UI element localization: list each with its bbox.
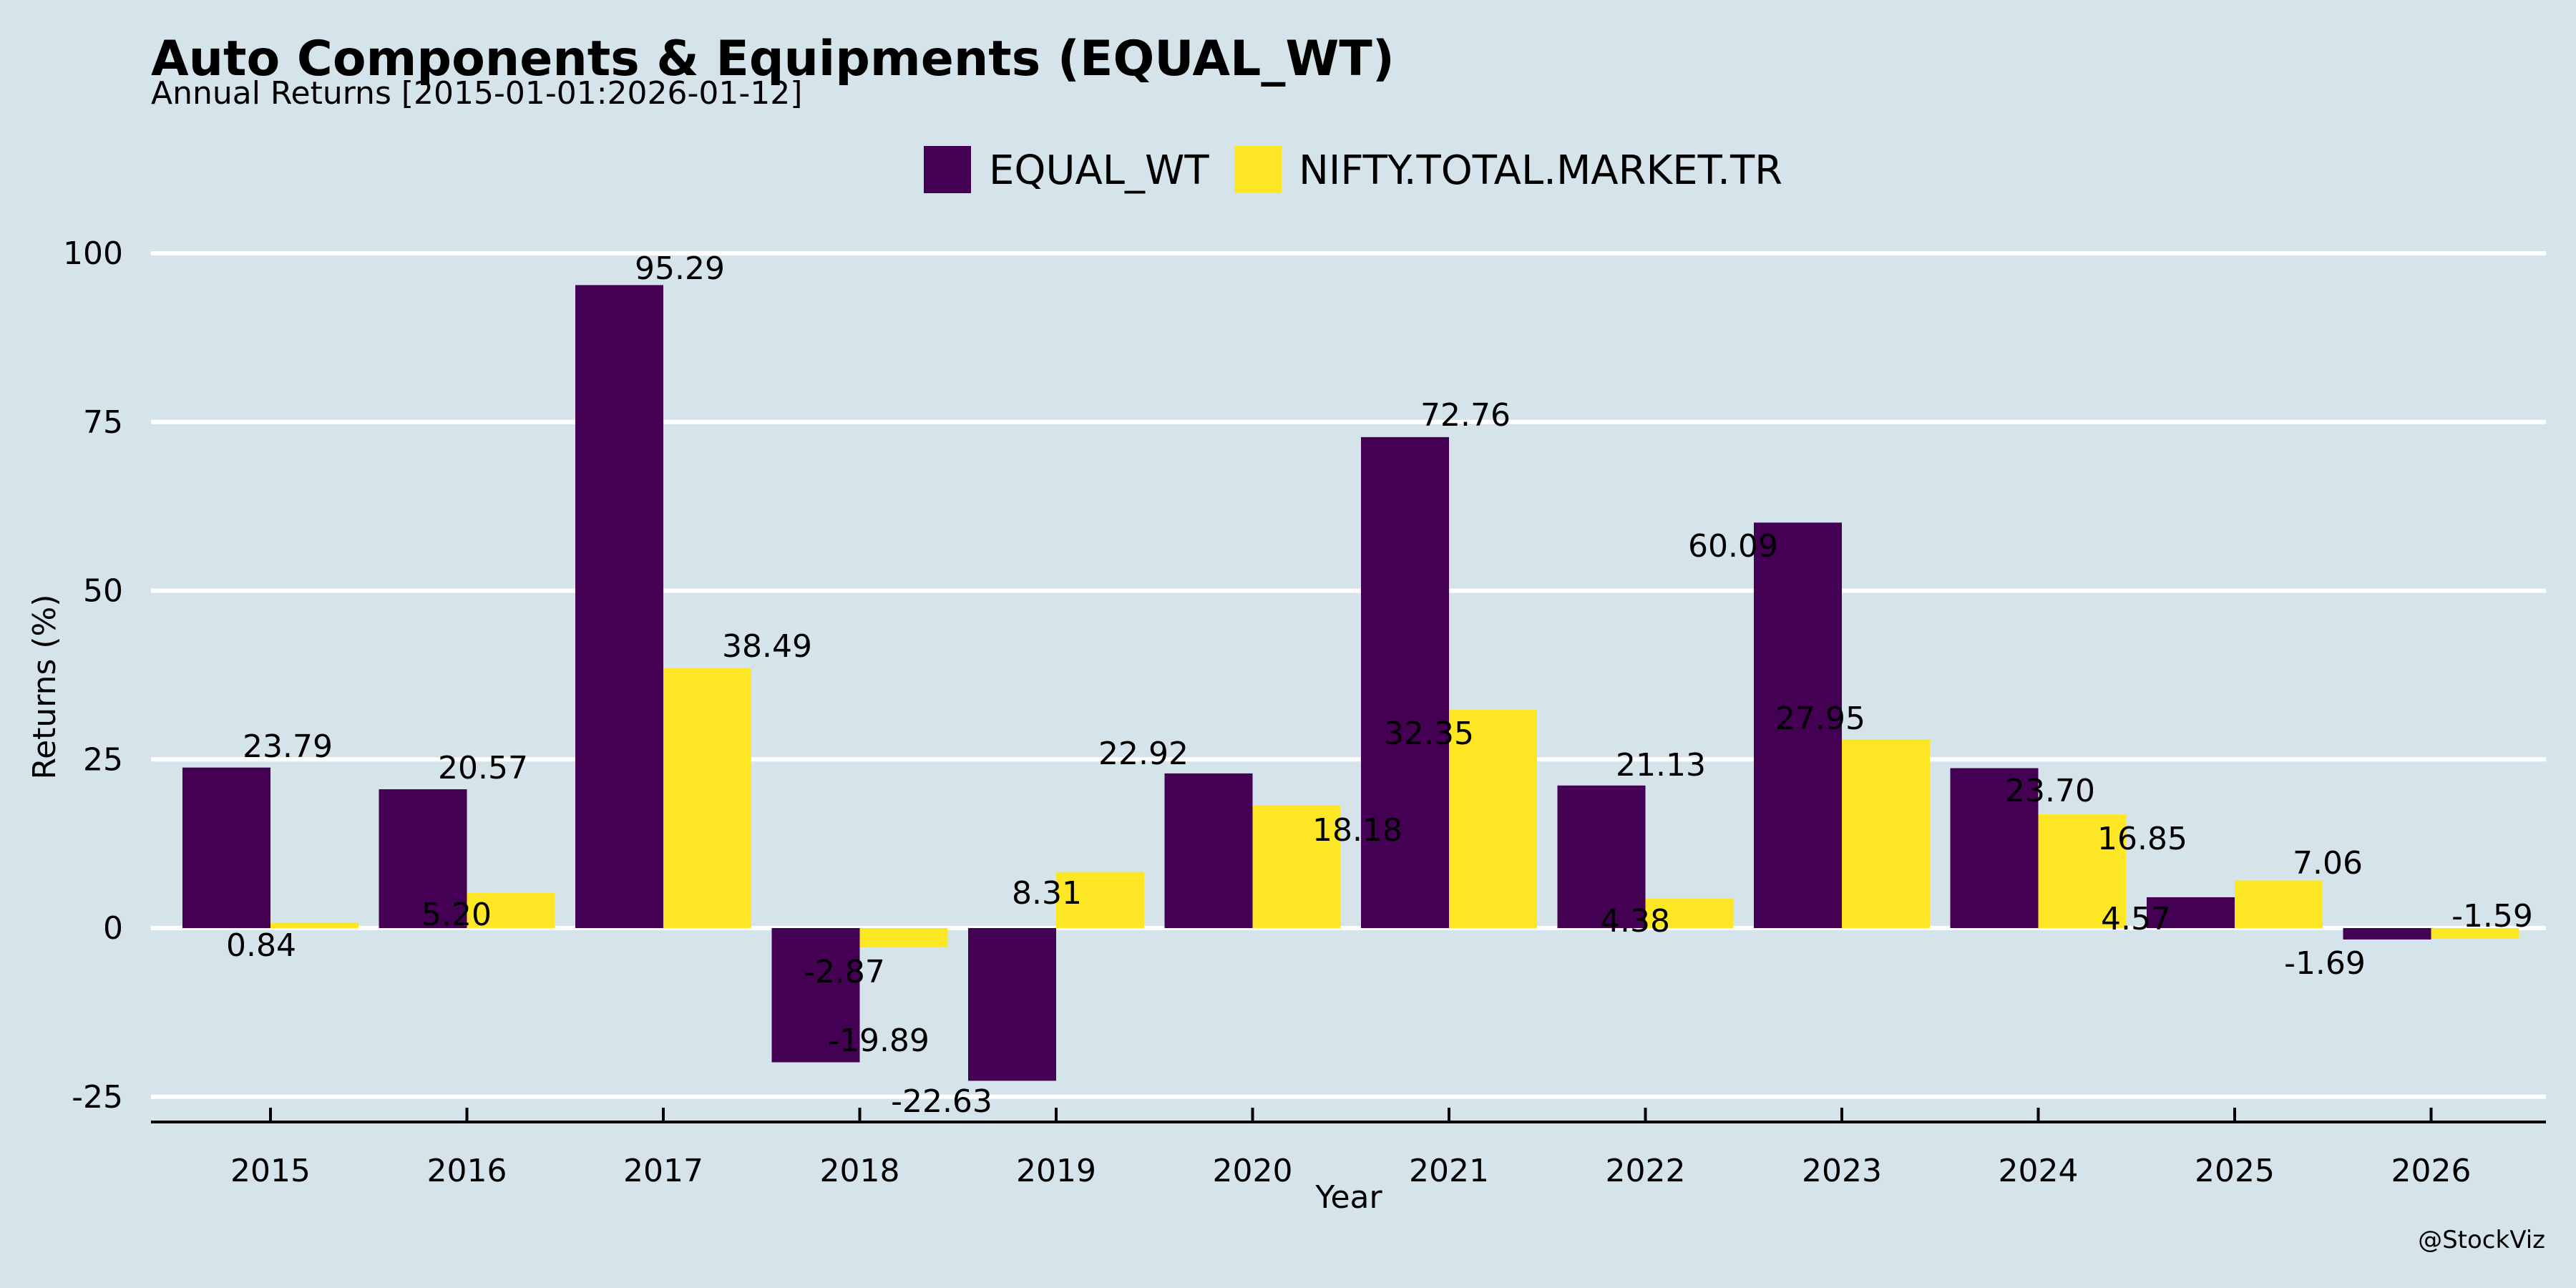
bar-nifty-2018 <box>859 928 948 948</box>
x-tick-label: 2025 <box>2195 1153 2275 1189</box>
y-tick-labels: -25 0 25 50 75 100 <box>63 235 123 1116</box>
bar-nifty-2019 <box>1056 872 1144 928</box>
data-label-nifty-2026: -1.59 <box>2451 898 2533 935</box>
data-label-equal-wt-2021: 72.76 <box>1420 397 1511 434</box>
data-labels: 23.79 20.57 95.29 -19.89 -22.63 22.92 72.76 21.… <box>226 250 2533 1120</box>
x-tick-label: 2022 <box>1606 1153 1686 1189</box>
data-label-nifty-2024: 16.85 <box>2097 821 2187 857</box>
watermark: @StockViz <box>2418 1226 2545 1254</box>
bar-nifty-2015 <box>270 922 358 928</box>
x-tick-label: 2020 <box>1213 1153 1293 1189</box>
bar-equal-wt-2017 <box>575 285 663 929</box>
data-label-nifty-2021: 32.35 <box>1384 716 1474 752</box>
x-tick-label: 2026 <box>2391 1153 2472 1189</box>
bar-nifty-2024 <box>2038 814 2127 928</box>
legend-label-equal-wt: EQUAL_WT <box>989 147 1209 194</box>
data-label-nifty-2015: 0.84 <box>226 927 296 964</box>
x-tick-label: 2021 <box>1409 1153 1489 1189</box>
bar-equal-wt-2020 <box>1164 773 1253 928</box>
legend-label-nifty-total-market-tr: NIFTY.TOTAL.MARKET.TR <box>1299 147 1782 194</box>
bar-nifty-2020 <box>1252 805 1341 928</box>
data-label-equal-wt-2016: 20.57 <box>438 750 528 786</box>
x-tick-label: 2017 <box>623 1153 703 1189</box>
x-tick-label: 2015 <box>230 1153 311 1189</box>
x-ticks: 2015 2016 2017 2018 2019 2020 2021 2022 2023 2024… <box>230 1108 2471 1189</box>
x-tick-label: 2016 <box>427 1153 507 1189</box>
data-label-nifty-2020: 18.18 <box>1312 812 1402 849</box>
gridlines <box>151 251 2546 1099</box>
y-tick-label: 75 <box>83 404 123 441</box>
bar-equal-wt-2022 <box>1557 785 1646 928</box>
x-axis-label: Year <box>1314 1179 1382 1216</box>
data-label-equal-wt-2024: 23.70 <box>2005 773 2095 809</box>
data-label-nifty-2025: 7.06 <box>2293 845 2363 882</box>
y-tick-label: 100 <box>63 235 123 272</box>
chart-title: Auto Components & Equipments (EQUAL_WT) <box>151 31 1395 87</box>
y-tick-label: 0 <box>103 910 123 947</box>
x-tick-label: 2018 <box>820 1153 900 1189</box>
legend-swatch-nifty-total-market-tr <box>1234 146 1282 193</box>
x-tick-label: 2024 <box>1999 1153 2079 1189</box>
chart-subtitle: Annual Returns [2015-01-01:2026-01-12] <box>151 75 802 112</box>
data-label-equal-wt-2025: 4.57 <box>2101 901 2171 937</box>
bar-equal-wt-2025 <box>2147 897 2235 928</box>
bar-equal-wt-2026 <box>2343 928 2431 940</box>
bar-equal-wt-2021 <box>1361 436 1449 928</box>
bar-equal-wt-2016 <box>379 789 467 928</box>
data-label-nifty-2017: 38.49 <box>722 628 812 665</box>
bar-nifty-2017 <box>663 668 751 928</box>
data-label-nifty-2022: 4.38 <box>1600 903 1670 940</box>
bar-equal-wt-2019 <box>968 928 1056 1081</box>
legend: EQUAL_WT NIFTY.TOTAL.MARKET.TR <box>924 146 1782 194</box>
x-tick-label: 2019 <box>1016 1153 1096 1189</box>
y-axis-label: Returns (%) <box>26 594 63 779</box>
y-tick-label: -25 <box>72 1079 123 1116</box>
data-label-equal-wt-2020: 22.92 <box>1098 736 1189 772</box>
data-label-nifty-2016: 5.20 <box>421 897 492 933</box>
bar-equal-wt-2018 <box>771 928 860 1063</box>
bars <box>182 285 2519 1081</box>
data-label-equal-wt-2022: 21.13 <box>1616 747 1706 784</box>
bar-nifty-2023 <box>1842 739 1930 928</box>
y-tick-label: 50 <box>83 573 123 610</box>
x-tick-label: 2023 <box>1802 1153 1882 1189</box>
data-label-equal-wt-2017: 95.29 <box>635 250 725 287</box>
bar-nifty-2022 <box>1645 898 1734 928</box>
y-tick-label: 25 <box>83 741 123 778</box>
bar-nifty-2026 <box>2431 928 2519 939</box>
bar-nifty-2025 <box>2235 880 2323 928</box>
bar-equal-wt-2015 <box>182 767 270 928</box>
data-label-nifty-2018: -2.87 <box>804 954 885 990</box>
data-label-nifty-2019: 8.31 <box>1012 875 1082 912</box>
data-label-nifty-2023: 27.95 <box>1775 701 1865 737</box>
bar-nifty-2016 <box>467 892 555 928</box>
bar-equal-wt-2024 <box>1950 768 2039 928</box>
data-label-equal-wt-2023: 60.09 <box>1688 528 1778 565</box>
bar-equal-wt-2023 <box>1754 522 1842 928</box>
data-label-equal-wt-2015: 23.79 <box>243 728 333 765</box>
bar-nifty-2021 <box>1449 709 1537 928</box>
data-label-equal-wt-2019: -22.63 <box>891 1083 992 1120</box>
legend-swatch-equal-wt <box>924 146 971 193</box>
data-label-equal-wt-2026: -1.69 <box>2284 945 2366 982</box>
data-label-equal-wt-2018: -19.89 <box>828 1023 930 1059</box>
